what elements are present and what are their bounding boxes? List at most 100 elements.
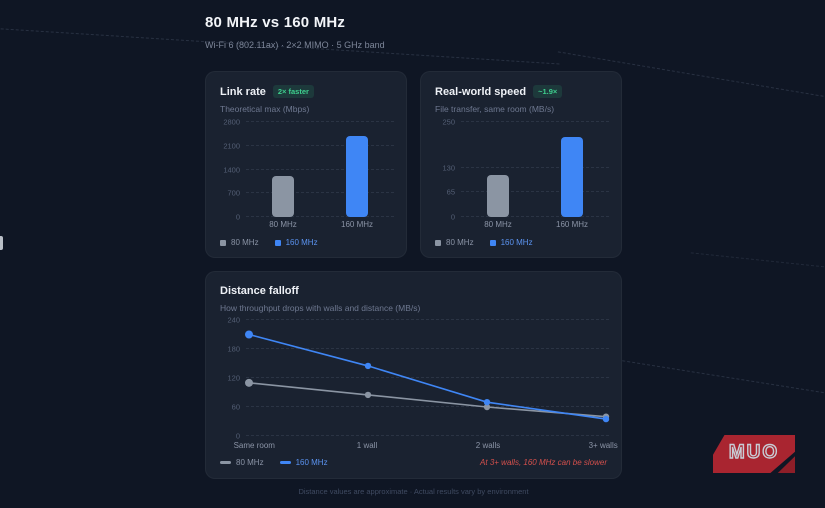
gridline: [461, 166, 609, 168]
legend-item-160mhz: 160 MHz: [279, 458, 328, 467]
legend-item-160mhz: 160 MHz: [274, 238, 318, 247]
chart-legend: 80 MHz 160 MHz: [435, 238, 533, 247]
y-tick-label: 65: [446, 187, 455, 197]
legend-swatch-gray: [220, 239, 226, 246]
bar-80-mhz: [487, 175, 509, 217]
legend-label: 80 MHz: [236, 458, 264, 467]
chart-legend: 80 MHz 160 MHz: [220, 238, 318, 247]
y-tick-label: 2100: [223, 141, 240, 151]
y-tick-label: 1400: [223, 165, 240, 174]
card-distance-header: Distance falloff: [220, 285, 609, 297]
card-link-rate: Link rate 2× faster Theoretical max (Mbp…: [205, 71, 407, 258]
legend-swatch-gray: [435, 239, 441, 246]
y-tick-label: 180: [227, 344, 240, 354]
legend-item-80mhz: 80 MHz: [220, 458, 264, 467]
card-title: Distance falloff: [220, 285, 299, 297]
y-tick-label: 240: [227, 315, 240, 325]
gridline: [246, 121, 394, 122]
gridline: [246, 406, 609, 407]
card-distance-falloff: Distance falloff How throughput drops wi…: [205, 271, 622, 479]
gridline: [461, 121, 609, 122]
legend-item-80mhz: 80 MHz: [220, 238, 259, 247]
falloff-warning-note: At 3+ walls, 160 MHz can be slower: [480, 458, 607, 467]
x-tick-label: 3+ walls: [588, 441, 618, 450]
faster-badge: 2× faster: [272, 85, 314, 98]
series-line-80-mhz: [248, 382, 607, 418]
card-link-rate-header: Link rate 2× faster: [220, 85, 394, 98]
muo-logo: MUO: [713, 435, 795, 473]
data-point: [245, 378, 253, 387]
legend-label: 160 MHz: [285, 238, 318, 247]
series-line-160-mhz: [248, 333, 607, 420]
y-tick-label: 130: [442, 163, 455, 173]
legend-label: 80 MHz: [446, 238, 474, 247]
x-tick-label: Same room: [233, 441, 275, 450]
y-tick-label: 0: [235, 431, 240, 441]
gridline: [246, 216, 394, 217]
gridline: [461, 191, 609, 193]
top-cards-row: Link rate 2× faster Theoretical max (Mbp…: [205, 71, 622, 258]
legend-label: 80 MHz: [231, 238, 259, 247]
bar-chart-real-world: 0 65 130 250: [435, 118, 609, 222]
legend-swatch-blue: [489, 239, 496, 246]
line-chart-svg: [245, 330, 610, 423]
content-column: 80 MHz vs 160 MHz Wi-Fi 6 (802.11ax) · 2…: [205, 14, 622, 479]
y-tick-label: 2800: [223, 117, 240, 127]
gridline: [246, 435, 609, 436]
data-point: [364, 391, 372, 399]
bar-160-mhz: [561, 137, 583, 217]
x-tick-label: 80 MHz: [484, 220, 512, 229]
ratio-badge: ~1.9×: [533, 85, 563, 98]
muo-logo-text: MUO: [728, 441, 780, 463]
y-tick-label: 0: [450, 212, 455, 222]
page-subtitle: Wi-Fi 6 (802.11ax) · 2×2 MIMO · 5 GHz ba…: [205, 40, 385, 50]
card-subtitle: Theoretical max (Mbps): [220, 104, 310, 114]
card-real-world-speed: Real-world speed ~1.9× File transfer, sa…: [420, 71, 622, 258]
card-title: Link rate: [220, 85, 266, 98]
legend-swatch-blue: [279, 461, 291, 464]
data-point: [364, 362, 372, 370]
y-axis: 0 60 120 180 240: [220, 316, 246, 441]
page-title: 80 MHz vs 160 MHz: [205, 14, 346, 31]
card-subtitle: File transfer, same room (MB/s): [435, 104, 555, 114]
gridline: [246, 319, 609, 320]
x-tick-label: 80 MHz: [269, 220, 297, 229]
y-tick-label: 700: [227, 188, 240, 198]
card-real-world-header: Real-world speed ~1.9×: [435, 85, 609, 98]
decorative-diagonal-line: [690, 252, 825, 285]
legend-label: 160 MHz: [500, 238, 533, 247]
x-tick-label: 160 MHz: [555, 220, 589, 229]
plot-area: [246, 121, 394, 217]
x-tick-label: 1 wall: [356, 441, 378, 450]
gridline: [246, 144, 394, 146]
data-point: [483, 403, 491, 411]
plot-area: [245, 319, 610, 436]
gridline: [246, 348, 609, 349]
left-edge-notch: [0, 236, 3, 250]
data-point: [602, 415, 610, 423]
legend-swatch-blue: [274, 239, 281, 246]
data-point: [245, 330, 253, 339]
x-axis-labels: 80 MHz 160 MHz: [461, 220, 609, 230]
gridline: [461, 216, 609, 217]
card-subtitle: How throughput drops with walls and dist…: [220, 303, 421, 313]
bar-chart-link-rate: 0 700 1400 2100 2800: [220, 118, 394, 222]
bar-160-mhz: [346, 135, 368, 217]
card-title: Real-world speed: [435, 85, 527, 98]
bar-80-mhz: [272, 176, 294, 217]
y-tick-label: 60: [231, 402, 240, 412]
x-axis-labels: Same room 1 wall 2 walls 3+ walls: [234, 441, 618, 451]
y-axis: 0 700 1400 2100 2800: [220, 118, 246, 222]
y-axis: 0 65 130 250: [435, 118, 461, 222]
legend-item-80mhz: 80 MHz: [435, 238, 474, 247]
legend-item-160mhz: 160 MHz: [489, 238, 533, 247]
chart-legend: 80 MHz 160 MHz: [220, 458, 328, 467]
x-tick-label: 160 MHz: [340, 220, 374, 229]
y-tick-label: 0: [235, 212, 240, 222]
gridline: [246, 168, 394, 170]
legend-label: 160 MHz: [295, 458, 328, 467]
gridline: [246, 192, 394, 194]
x-tick-label: 2 walls: [475, 441, 501, 450]
page-footer-note: Distance values are approximate · Actual…: [298, 487, 529, 496]
